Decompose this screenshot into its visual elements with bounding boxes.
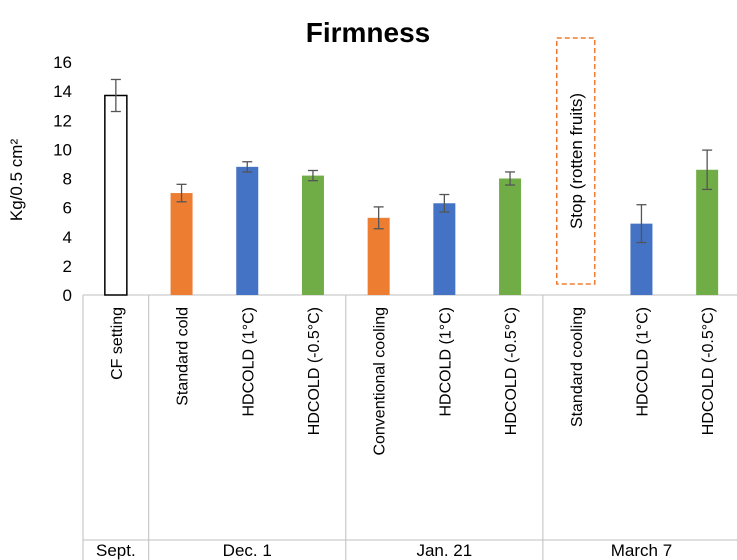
y-tick-label-3: 6: [63, 199, 72, 218]
bar-8: [630, 223, 653, 295]
group-labels: Sept. Dec. 1 Jan. 21 March 7: [96, 541, 672, 560]
y-tick-label-8: 16: [53, 53, 72, 72]
error-bar-2: [242, 161, 253, 173]
error-bars: [110, 78, 713, 244]
category-label-0: CF setting: [109, 307, 126, 380]
group-label-3: March 7: [611, 541, 672, 560]
error-bar-4: [373, 206, 384, 230]
bar-5: [433, 203, 456, 295]
error-bar-8: [636, 204, 647, 244]
y-tick-label-7: 14: [53, 82, 72, 101]
error-bar-3: [307, 169, 318, 182]
group-label-0: Sept.: [96, 541, 136, 560]
annotations: Stop (rotten fruits): [556, 37, 596, 285]
bar-9: [696, 169, 719, 295]
bar-0: [104, 94, 128, 296]
bar-3: [301, 175, 324, 295]
bar-2: [236, 166, 259, 295]
bar-1: [170, 193, 193, 295]
error-bar-5: [439, 193, 450, 213]
y-tick-label-5: 10: [53, 140, 72, 159]
error-bar-0: [110, 78, 121, 113]
category-label-8: HDCOLD (1°C): [634, 307, 651, 417]
chart-title: Firmness: [306, 17, 431, 48]
y-tick-label-2: 4: [63, 228, 72, 247]
category-label-3: HDCOLD (-0.5°C): [306, 307, 323, 435]
y-tick-label-0: 0: [63, 286, 72, 305]
category-label-1: Standard cold: [175, 307, 192, 406]
category-label-9: HDCOLD (-0.5°C): [700, 307, 717, 435]
category-label-6: HDCOLD (-0.5°C): [503, 307, 520, 435]
error-bar-1: [176, 183, 187, 203]
annotation-text-0: Stop (rotten fruits): [567, 93, 586, 229]
category-labels: CF setting Standard cold HDCOLD (1°C) HDCOL…: [109, 307, 717, 456]
error-bar-9: [702, 149, 713, 191]
y-tick-label-1: 2: [63, 257, 72, 276]
error-bar-6: [505, 171, 516, 186]
annotation-box-0: [556, 37, 596, 285]
y-tick-label-6: 12: [53, 111, 72, 130]
category-label-4: Conventional cooling: [372, 307, 389, 456]
y-axis-ticks: 0 2 4 6 8 10 12 14 16: [53, 53, 72, 305]
category-label-2: HDCOLD (1°C): [240, 307, 257, 417]
group-label-1: Dec. 1: [223, 541, 272, 560]
bars: [104, 94, 719, 296]
category-label-5: HDCOLD (1°C): [437, 307, 454, 417]
y-tick-label-4: 8: [63, 170, 72, 189]
y-axis-label: Kg/0.5 cm²: [7, 139, 26, 222]
bar-6: [499, 178, 522, 295]
bar-4: [367, 217, 390, 295]
group-label-2: Jan. 21: [416, 541, 472, 560]
category-label-7: Standard cooling: [569, 307, 586, 427]
